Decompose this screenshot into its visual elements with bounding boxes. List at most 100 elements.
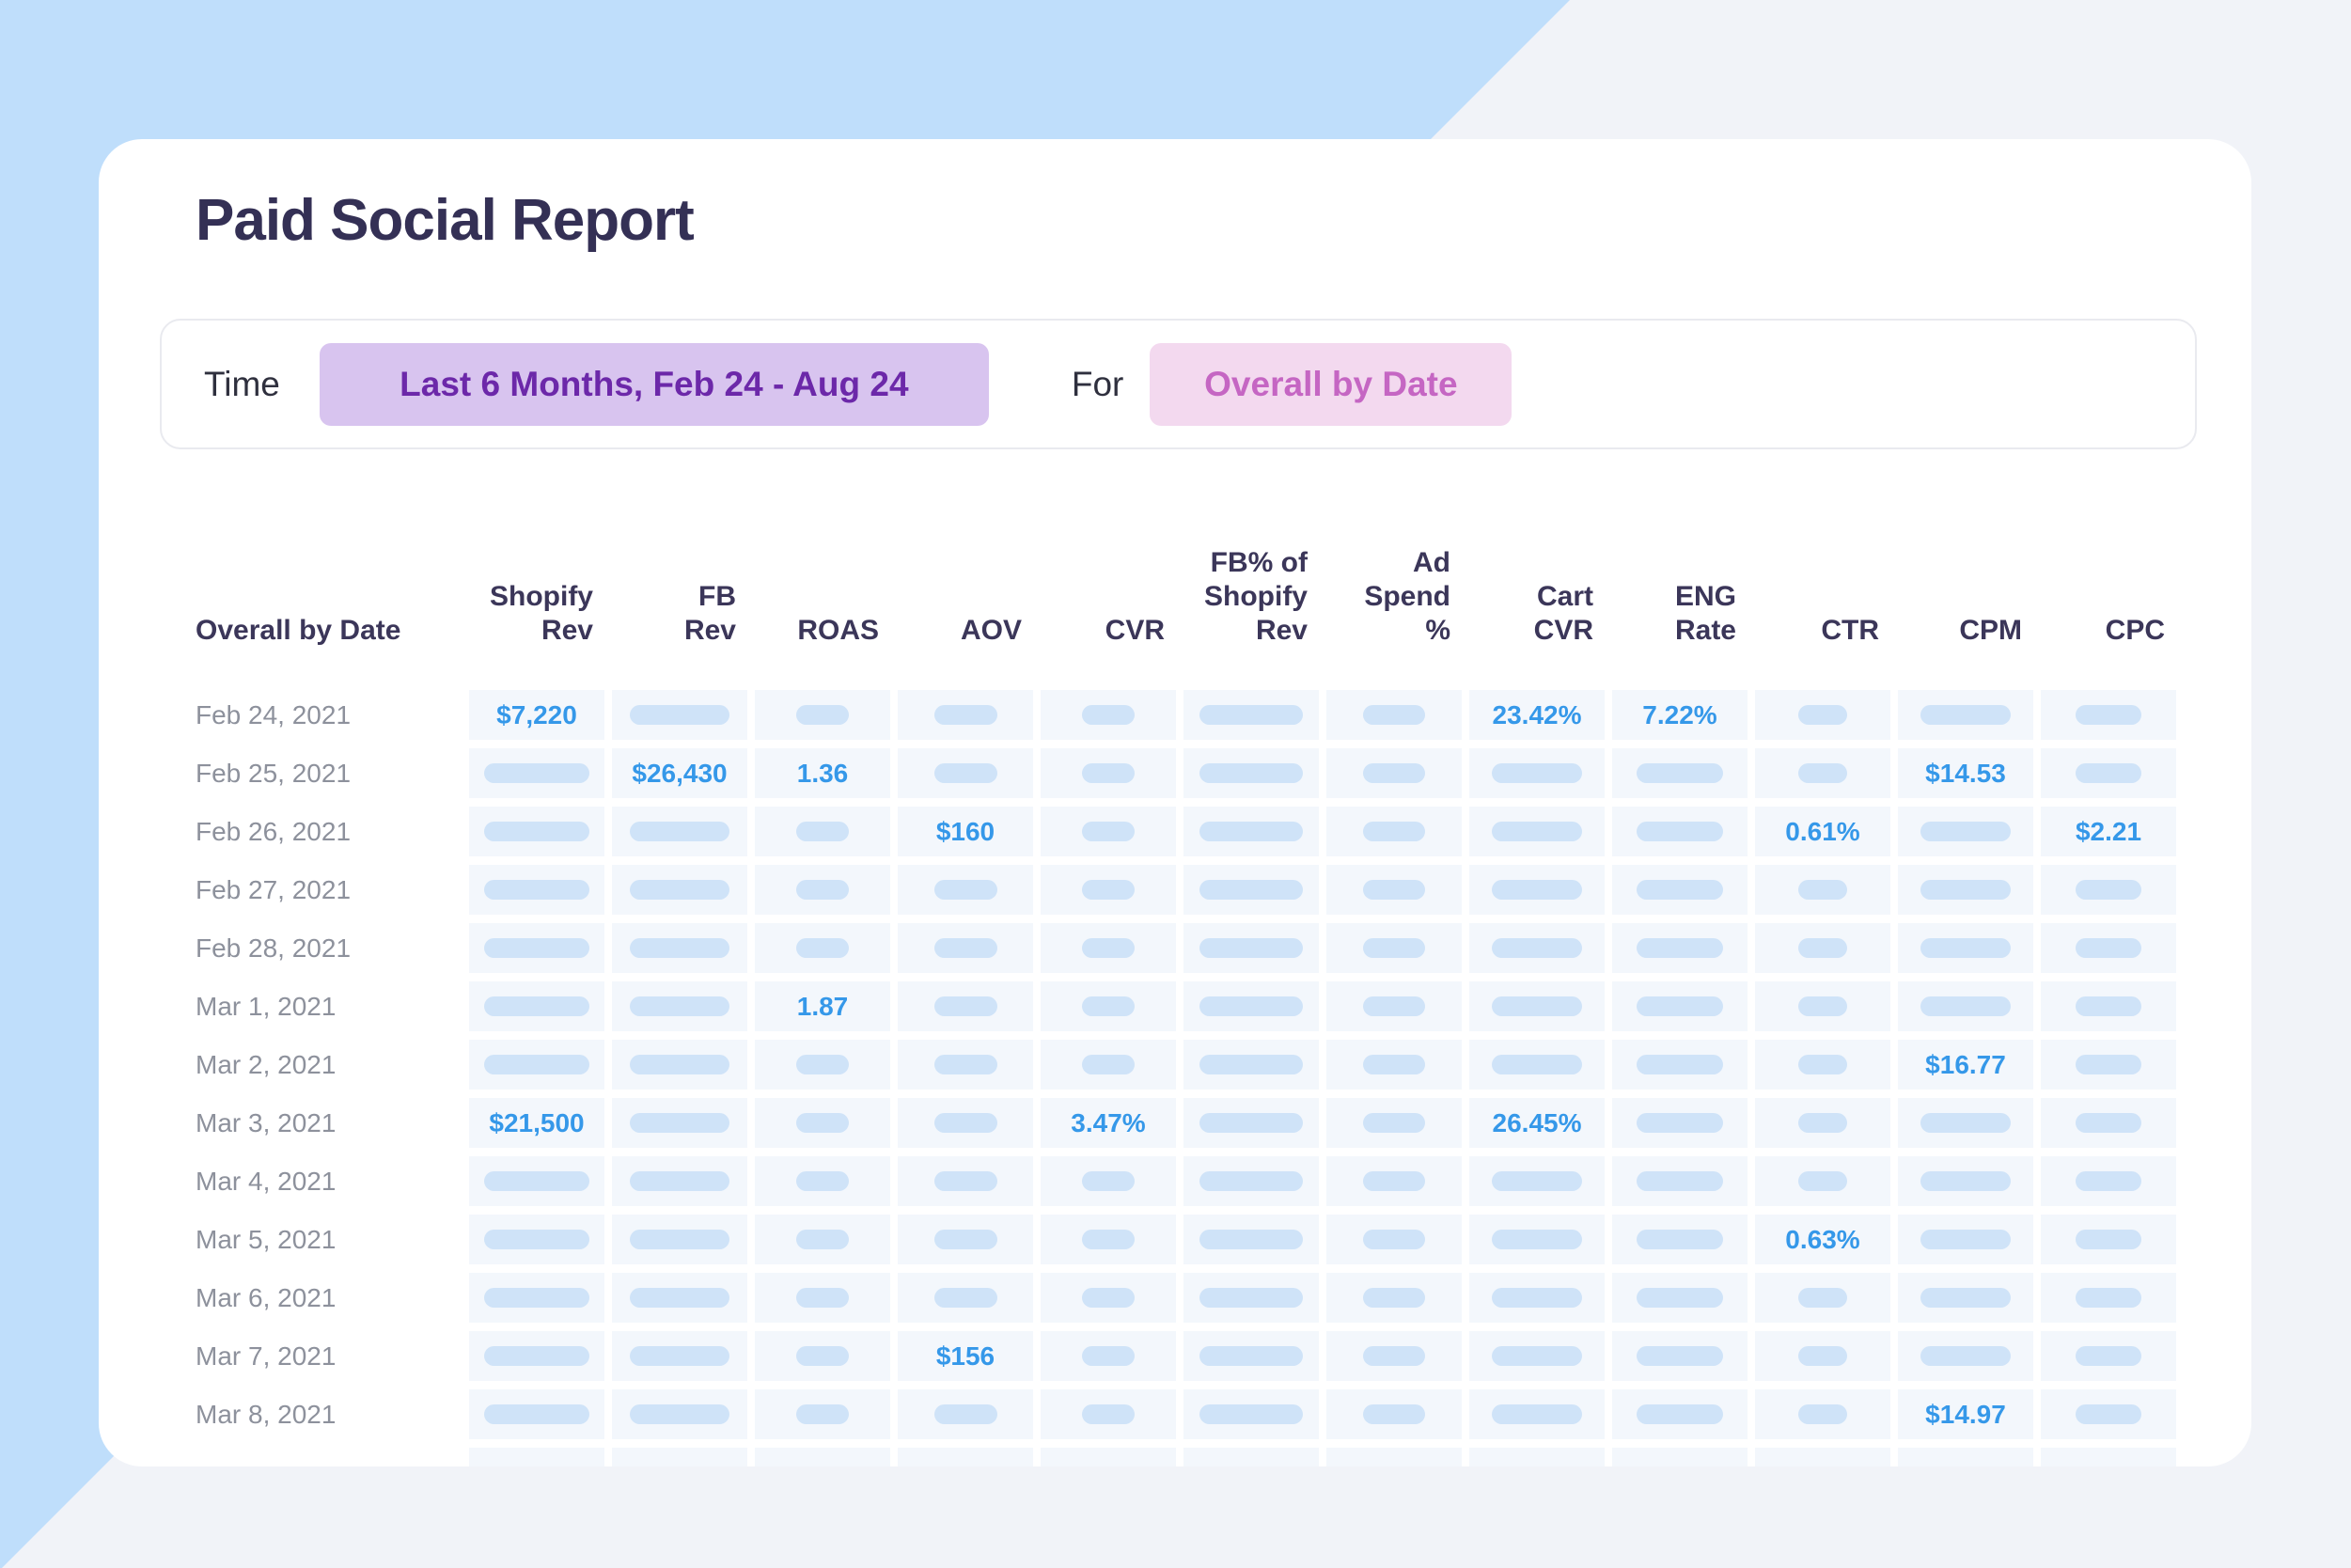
- placeholder-pill: [1363, 1055, 1425, 1074]
- cell-cpc: [2041, 1331, 2176, 1381]
- metric-value: $7,220: [496, 699, 577, 729]
- cell-shopify_rev: [469, 865, 604, 915]
- placeholder-pill: [1199, 1055, 1303, 1074]
- cell-fb_rev: $26,430: [612, 748, 747, 798]
- placeholder-pill: [1920, 1346, 2011, 1366]
- placeholder-pill: [1637, 996, 1723, 1016]
- placeholder-pill: [1637, 763, 1723, 783]
- cell-eng_rate: [1612, 807, 1748, 856]
- placeholder-pill: [1363, 763, 1425, 783]
- placeholder-pill: [1082, 822, 1135, 841]
- cell-fb_rev: [612, 1098, 747, 1148]
- table-row: Mar 5, 2021 0.63%: [196, 1215, 2176, 1264]
- column-header-cpc: CPC: [2105, 615, 2165, 646]
- date-cell: Mar 5, 2021: [196, 1224, 337, 1254]
- group-by-chip[interactable]: Overall by Date: [1150, 342, 1512, 426]
- cell-cpm: [1898, 865, 2033, 915]
- cell-cpm: $14.97: [1898, 1389, 2033, 1439]
- placeholder-pill: [1920, 880, 2011, 900]
- cell-aov: [898, 1098, 1033, 1148]
- cell-ad_spend_pct: [1326, 865, 1462, 915]
- placeholder-pill: [933, 1055, 997, 1074]
- placeholder-pill: [1199, 763, 1303, 783]
- report-card: Paid Social Report Time Last 6 Months, F…: [99, 139, 2251, 1466]
- date-cell: Feb 24, 2021: [196, 699, 352, 729]
- time-filter-label: Time: [204, 364, 280, 403]
- cell-cvr: [1041, 981, 1176, 1031]
- placeholder-pill: [1798, 705, 1847, 725]
- placeholder-pill: [1363, 822, 1425, 841]
- cell-cvr: 3.47%: [1041, 1098, 1176, 1148]
- placeholder-pill: [484, 1055, 589, 1074]
- placeholder-pill: [2076, 705, 2141, 725]
- cell-cvr: [1041, 807, 1176, 856]
- placeholder-pill: [630, 705, 729, 725]
- placeholder-pill: [933, 1288, 997, 1308]
- placeholder-pill: [1082, 705, 1135, 725]
- date-cell: Mar 7, 2021: [196, 1341, 337, 1371]
- cell-fb_pct_shopify_rev: [1183, 865, 1319, 915]
- cell-aov: [898, 1448, 1033, 1466]
- cell-eng_rate: [1612, 1098, 1748, 1148]
- placeholder-pill: [484, 1230, 589, 1249]
- date-cell: Feb 26, 2021: [196, 816, 352, 846]
- cell-cvr: [1041, 690, 1176, 740]
- time-range-chip[interactable]: Last 6 Months, Feb 24 - Aug 24: [319, 342, 989, 426]
- placeholder-pill: [1363, 938, 1425, 958]
- cell-ctr: 0.61%: [1755, 807, 1890, 856]
- cell-shopify_rev: [469, 1156, 604, 1206]
- table-row: Mar 3, 2021 $21,500 3.47% 26.45%: [196, 1098, 2176, 1148]
- placeholder-pill: [933, 1171, 997, 1191]
- placeholder-pill: [796, 705, 849, 725]
- placeholder-pill: [1363, 1346, 1425, 1366]
- placeholder-pill: [1920, 705, 2011, 725]
- cell-cpc: [2041, 1215, 2176, 1264]
- cell-ad_spend_pct: [1326, 1098, 1462, 1148]
- cell-fb_rev: [612, 1156, 747, 1206]
- placeholder-pill: [933, 1230, 997, 1249]
- placeholder-pill: [796, 938, 849, 958]
- cell-shopify_rev: [469, 748, 604, 798]
- metric-value: 26.45%: [1492, 1107, 1582, 1137]
- placeholder-pill: [1920, 938, 2011, 958]
- placeholder-pill: [796, 1230, 849, 1249]
- cell-fb_pct_shopify_rev: [1183, 748, 1319, 798]
- placeholder-pill: [630, 880, 729, 900]
- metric-value: 23.42%: [1492, 699, 1582, 729]
- placeholder-pill: [796, 1055, 849, 1074]
- cell-aov: [898, 1040, 1033, 1090]
- placeholder-pill: [630, 1288, 729, 1308]
- placeholder-pill: [1637, 822, 1723, 841]
- cell-ctr: [1755, 923, 1890, 973]
- cell-aov: [898, 690, 1033, 740]
- placeholder-pill: [1920, 1171, 2011, 1191]
- metric-value: 0.63%: [1785, 1224, 1860, 1254]
- cell-roas: [755, 923, 890, 973]
- cell-cvr: [1041, 1215, 1176, 1264]
- placeholder-pill: [1363, 1230, 1425, 1249]
- cell-eng_rate: [1612, 1156, 1748, 1206]
- column-header-fb_pct_shopify_rev: FB% of Shopify Rev: [1204, 547, 1308, 646]
- placeholder-pill: [1492, 1171, 1582, 1191]
- date-cell: Mar 4, 2021: [196, 1166, 337, 1196]
- cell-roas: [755, 1273, 890, 1323]
- cell-eng_rate: [1612, 981, 1748, 1031]
- placeholder-pill: [796, 822, 849, 841]
- placeholder-pill: [630, 938, 729, 958]
- placeholder-pill: [1082, 996, 1135, 1016]
- cell-cpc: [2041, 865, 2176, 915]
- table-row: Mar 4, 2021: [196, 1156, 2176, 1206]
- cell-cvr: [1041, 1448, 1176, 1466]
- cell-fb_rev: [612, 1331, 747, 1381]
- placeholder-pill: [2076, 1404, 2141, 1424]
- cell-eng_rate: [1612, 923, 1748, 973]
- cell-ad_spend_pct: [1326, 1215, 1462, 1264]
- placeholder-pill: [2076, 1055, 2141, 1074]
- cell-cpc: [2041, 1156, 2176, 1206]
- date-cell: Mar 8, 2021: [196, 1399, 337, 1429]
- table-row: Feb 25, 2021 $26,430 1.36 $14.53: [196, 748, 2176, 798]
- placeholder-pill: [630, 996, 729, 1016]
- cell-cpm: [1898, 807, 2033, 856]
- cell-ad_spend_pct: [1326, 690, 1462, 740]
- placeholder-pill: [796, 880, 849, 900]
